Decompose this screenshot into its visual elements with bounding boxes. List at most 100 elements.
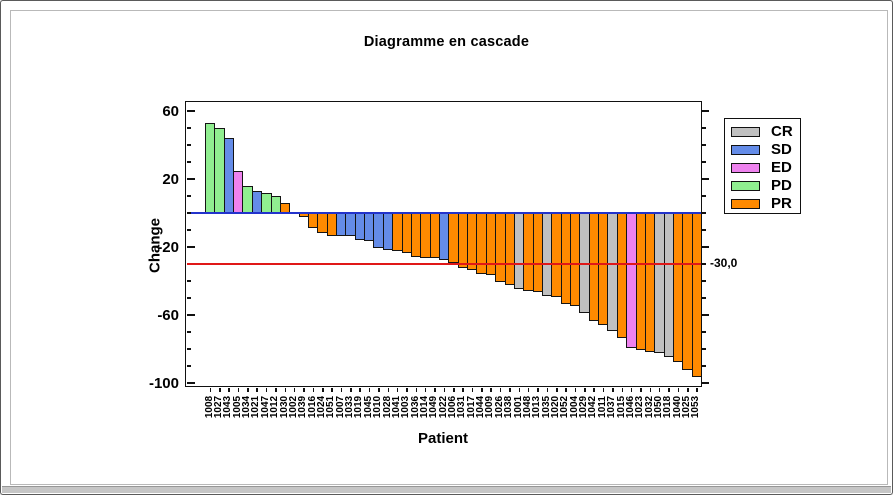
- x-tick: [434, 388, 436, 392]
- x-tick: [424, 388, 427, 392]
- x-tick: [378, 388, 380, 392]
- x-tick: [490, 388, 492, 392]
- y-major-tick: [701, 314, 709, 316]
- x-tick: [237, 388, 240, 392]
- y-minor-tick: [186, 212, 191, 214]
- x-tick: [228, 388, 230, 392]
- x-tick: [658, 388, 661, 392]
- y-minor-tick: [701, 195, 706, 197]
- window-bottom-strip: [2, 486, 891, 493]
- legend-entry-ed: ED: [731, 159, 800, 177]
- x-tick: [368, 388, 371, 392]
- legend-label: PR: [771, 195, 792, 212]
- legend-label: CR: [771, 123, 793, 140]
- legend-label: SD: [771, 141, 792, 158]
- x-tick: [303, 388, 305, 392]
- x-tick: [265, 388, 268, 392]
- y-minor-tick: [701, 161, 706, 163]
- x-tick: [481, 388, 483, 392]
- legend-swatch-pr: [731, 198, 760, 209]
- y-major-tick: [186, 314, 195, 316]
- x-tick: [677, 388, 680, 392]
- x-tick: [593, 388, 595, 392]
- bar-patient-1053: [691, 213, 703, 378]
- y-major-tick: [701, 246, 709, 248]
- x-tick: [350, 388, 352, 392]
- x-tick: [668, 388, 670, 392]
- legend-swatch-cr: [731, 126, 760, 137]
- reference-line-minus-30: [187, 263, 701, 265]
- x-tick: [415, 388, 418, 392]
- y-minor-tick: [701, 212, 706, 214]
- legend-entry-sd: SD: [731, 141, 800, 159]
- x-tick: [621, 388, 624, 392]
- legend: CR SD ED PD PR: [724, 118, 801, 214]
- y-major-tick: [701, 382, 709, 384]
- x-tick: [630, 388, 633, 392]
- y-minor-tick: [701, 144, 706, 146]
- y-tick-label: -100: [148, 375, 179, 392]
- y-tick-label: 60: [162, 103, 179, 120]
- y-minor-tick: [701, 280, 706, 282]
- y-minor-tick: [186, 331, 191, 333]
- y-major-tick: [186, 382, 195, 384]
- x-tick: [256, 388, 258, 392]
- x-tick: [247, 388, 249, 392]
- x-tick: [546, 388, 549, 392]
- x-tick: [499, 388, 502, 392]
- x-tick: [331, 388, 333, 392]
- x-tick: [556, 388, 558, 392]
- y-minor-tick: [701, 365, 706, 367]
- x-tick: [612, 388, 614, 392]
- y-minor-tick: [186, 161, 191, 163]
- y-major-tick: [186, 110, 195, 112]
- x-tick: [359, 388, 361, 392]
- legend-entry-pr: PR: [731, 195, 800, 213]
- x-tick: [602, 388, 605, 392]
- y-minor-tick: [701, 331, 706, 333]
- y-minor-tick: [186, 127, 191, 129]
- x-tick: [462, 388, 464, 392]
- y-minor-tick: [186, 280, 191, 282]
- x-tick: [312, 388, 315, 392]
- x-axis-title: Patient: [417, 430, 468, 447]
- x-tick: [687, 388, 689, 392]
- y-minor-tick: [701, 348, 706, 350]
- x-tick: [584, 388, 586, 392]
- x-tick: [574, 388, 577, 392]
- x-tick: [518, 388, 521, 392]
- y-minor-tick: [701, 229, 706, 231]
- x-tick: [219, 388, 221, 392]
- y-major-tick: [186, 246, 195, 248]
- x-tick: [640, 388, 642, 392]
- y-tick-label: -60: [157, 307, 179, 324]
- y-minor-tick: [186, 365, 191, 367]
- x-tick: [649, 388, 652, 392]
- x-tick: [293, 388, 296, 392]
- legend-swatch-pd: [731, 180, 760, 191]
- x-tick: [509, 388, 511, 392]
- x-tick: [387, 388, 390, 392]
- legend-swatch-sd: [731, 144, 760, 155]
- y-major-tick: [186, 178, 195, 180]
- x-tick: [275, 388, 277, 392]
- x-tick: [527, 388, 530, 392]
- reference-line-label: -30,0: [710, 256, 738, 270]
- x-tick: [565, 388, 567, 392]
- y-minor-tick: [701, 127, 706, 129]
- legend-entry-pd: PD: [731, 177, 800, 195]
- y-minor-tick: [186, 195, 191, 197]
- legend-swatch-ed: [731, 162, 760, 173]
- x-tick: [537, 388, 539, 392]
- legend-entry-cr: CR: [731, 123, 800, 141]
- zero-baseline: [187, 212, 701, 214]
- x-tick-label-patient: 1053: [690, 395, 702, 419]
- y-tick-label: -20: [157, 239, 179, 256]
- y-minor-tick: [701, 297, 706, 299]
- y-minor-tick: [701, 263, 706, 265]
- legend-label: ED: [771, 159, 792, 176]
- y-minor-tick: [186, 229, 191, 231]
- x-tick: [322, 388, 324, 392]
- y-major-tick: [701, 110, 709, 112]
- x-tick: [284, 388, 287, 392]
